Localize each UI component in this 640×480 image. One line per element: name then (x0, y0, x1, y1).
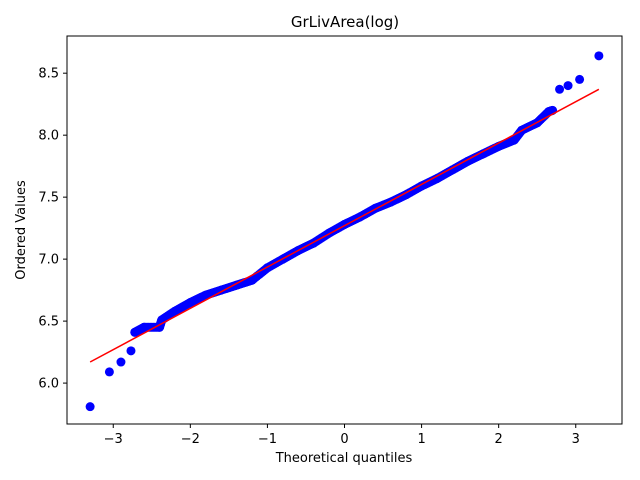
data-point (563, 81, 573, 91)
y-tick-label: 7.0 (38, 253, 59, 268)
plot-frame (66, 35, 623, 425)
x-tick-label: −3 (104, 432, 123, 447)
data-point (447, 165, 457, 175)
data-point (575, 74, 585, 84)
data-point (126, 346, 136, 356)
data-point (432, 174, 442, 184)
data-points (85, 51, 604, 412)
data-point (139, 322, 149, 332)
x-tick-label: 1 (417, 432, 425, 447)
chart-title: GrLivArea(log) (291, 13, 399, 31)
y-axis-title: Ordered Values (14, 180, 29, 280)
data-point (130, 327, 140, 337)
data-point (478, 149, 488, 159)
data-point (201, 290, 211, 300)
x-tick-label: 2 (495, 432, 503, 447)
y-axis: 6.0 6.5 7.0 7.5 8.0 8.5 (38, 67, 67, 392)
y-tick-label: 6.5 (38, 315, 59, 330)
data-point (247, 275, 257, 285)
x-axis: −3 −2 −1 0 1 2 3 (104, 424, 580, 447)
x-axis-title: Theoretical quantiles (275, 451, 413, 466)
data-point (155, 322, 164, 332)
data-point (401, 190, 411, 200)
fit-line-group (89, 88, 600, 363)
data-point (185, 298, 195, 308)
x-tick-label: 0 (340, 432, 348, 447)
data-point (85, 402, 95, 412)
y-tick-label: 8.5 (38, 67, 59, 82)
data-point (594, 51, 604, 61)
y-tick-label: 7.5 (38, 191, 59, 206)
data-point (555, 84, 565, 94)
fit-line (89, 88, 600, 363)
data-point (170, 306, 180, 316)
x-tick-label: −1 (258, 432, 277, 447)
y-tick-label: 6.0 (38, 377, 59, 392)
x-tick-label: 3 (572, 432, 580, 447)
data-point (509, 135, 519, 145)
data-point (104, 367, 114, 377)
data-point (116, 357, 126, 367)
x-tick-label: −2 (181, 432, 200, 447)
y-tick-label: 8.0 (38, 129, 59, 144)
